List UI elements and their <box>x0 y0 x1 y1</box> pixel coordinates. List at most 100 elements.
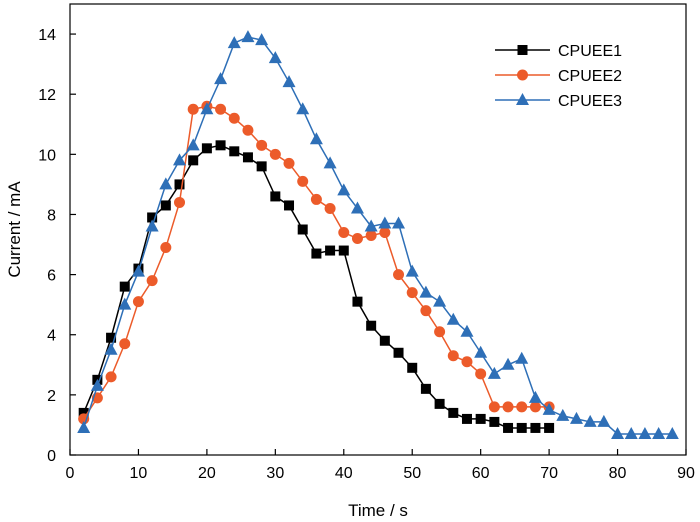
data-point <box>311 248 322 259</box>
legend-label: CPUEE2 <box>558 68 622 85</box>
data-point <box>132 296 144 308</box>
data-point <box>433 294 447 307</box>
data-point <box>118 297 132 310</box>
data-point <box>597 414 611 427</box>
data-point <box>434 326 446 338</box>
data-point <box>624 426 638 439</box>
data-point <box>461 356 473 368</box>
data-point <box>215 140 226 151</box>
data-point <box>529 401 541 413</box>
data-point <box>351 233 363 245</box>
data-point <box>78 407 89 418</box>
x-tick-label: 30 <box>266 465 284 482</box>
data-point <box>392 216 406 229</box>
legend-item: CPUEE2 <box>495 68 622 85</box>
legend-marker <box>516 93 529 105</box>
data-point <box>419 285 433 298</box>
data-point <box>337 183 351 196</box>
x-tick-label: 10 <box>130 465 148 482</box>
data-point <box>297 224 308 235</box>
x-tick-label: 70 <box>540 465 558 482</box>
data-point <box>324 202 336 214</box>
data-point <box>544 422 555 433</box>
y-tick-label: 0 <box>47 448 56 465</box>
series-line <box>82 144 550 429</box>
data-point <box>104 342 118 355</box>
x-tick-label: 60 <box>472 465 490 482</box>
data-point <box>159 177 173 190</box>
data-point <box>365 230 377 242</box>
legend-item: CPUEE3 <box>495 93 622 110</box>
data-point <box>256 161 267 172</box>
data-point <box>188 155 199 166</box>
legend: CPUEE1 CPUEE2 CPUEE3 <box>495 43 622 110</box>
y-tick-label: 2 <box>47 388 56 405</box>
data-point <box>474 345 488 358</box>
data-point <box>460 324 474 337</box>
data-point <box>269 148 281 160</box>
data-point <box>611 426 625 439</box>
data-point <box>502 401 514 413</box>
series-cpuee2 <box>78 100 555 425</box>
data-point <box>241 30 255 43</box>
data-point <box>119 281 130 292</box>
data-point <box>173 153 187 166</box>
data-point <box>227 36 241 49</box>
x-tick-label: 20 <box>198 465 216 482</box>
y-tick-label: 10 <box>38 147 56 164</box>
data-point <box>119 338 131 350</box>
data-point <box>284 200 295 211</box>
data-point <box>297 175 309 187</box>
series-cpuee1 <box>78 140 555 433</box>
data-point <box>242 152 253 163</box>
data-point <box>338 227 350 239</box>
y-tick-label: 8 <box>47 207 56 224</box>
data-point <box>665 426 679 439</box>
data-point <box>146 275 158 287</box>
data-point <box>420 383 431 394</box>
data-point <box>405 264 419 277</box>
data-point <box>475 413 486 424</box>
data-point <box>487 366 501 379</box>
data-point <box>200 102 214 115</box>
data-point <box>379 335 390 346</box>
data-point <box>488 401 500 413</box>
data-point <box>434 398 445 409</box>
data-point <box>229 146 240 157</box>
data-point <box>270 191 281 202</box>
data-point <box>583 414 597 427</box>
data-point <box>242 124 254 136</box>
data-point <box>160 200 171 211</box>
data-point <box>516 422 527 433</box>
x-axis-title: Time / s <box>348 501 408 520</box>
x-tick-label: 0 <box>66 465 75 482</box>
data-point <box>378 216 392 229</box>
data-point <box>131 264 145 277</box>
data-point <box>323 156 337 169</box>
data-point <box>516 401 528 413</box>
data-point <box>528 390 542 403</box>
data-point <box>350 201 364 214</box>
data-point <box>638 426 652 439</box>
data-point <box>268 51 282 64</box>
data-point <box>406 287 418 299</box>
data-point <box>283 157 295 169</box>
data-point <box>556 408 570 421</box>
data-point <box>338 245 349 256</box>
data-point <box>228 112 240 124</box>
data-point <box>503 422 514 433</box>
data-point <box>160 242 172 254</box>
data-point <box>475 368 487 380</box>
data-point <box>569 411 583 424</box>
data-point <box>256 139 268 151</box>
data-point <box>282 75 296 88</box>
y-tick-label: 14 <box>38 27 56 44</box>
data-point <box>542 402 556 415</box>
data-point <box>530 422 541 433</box>
data-point <box>366 320 377 331</box>
data-point <box>145 219 159 232</box>
y-tick-label: 4 <box>47 328 56 345</box>
x-tick-label: 50 <box>403 465 421 482</box>
data-point <box>501 357 515 370</box>
